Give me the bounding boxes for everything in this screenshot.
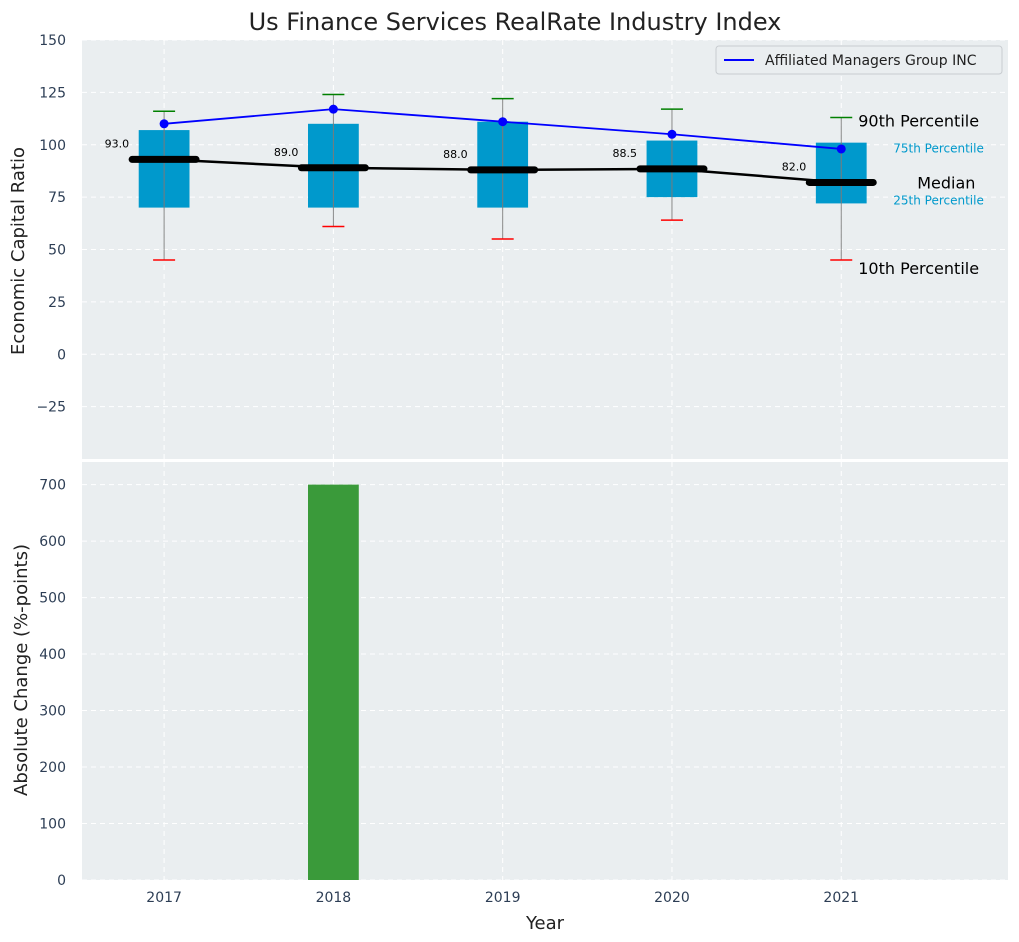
bottom-y-tick-label: 300	[39, 704, 66, 720]
bottom-y-tick-label: 500	[39, 591, 66, 607]
median-data-label: 93.0	[105, 137, 130, 150]
top-y-axis-label: Economic Capital Ratio	[8, 147, 29, 355]
series-point	[159, 119, 169, 129]
x-tick-label: 2020	[654, 890, 690, 906]
legend-label: Affiliated Managers Group INC	[765, 53, 977, 69]
x-tick-label: 2017	[146, 890, 182, 906]
chart-title: Us Finance Services RealRate Industry In…	[249, 8, 782, 36]
top-y-tick-label: 125	[39, 85, 66, 101]
annotation-p25: 25th Percentile	[893, 193, 984, 207]
bottom-y-tick-label: 0	[57, 873, 66, 889]
top-y-tick-label: 75	[48, 190, 66, 206]
plot-layer: −25 0 25 50 75 100 125 150 0 100 200 300 400 500 600 70…	[36, 33, 1008, 906]
annotation-p90: 90th Percentile	[858, 112, 979, 131]
legend: Affiliated Managers Group INC	[715, 45, 1003, 75]
top-y-tick-label: 150	[39, 33, 66, 49]
top-y-tick-label: −25	[36, 400, 66, 416]
x-tick-label: 2021	[823, 890, 859, 906]
bottom-y-tick-label: 600	[39, 534, 66, 550]
series-point	[498, 117, 508, 127]
series-point	[667, 129, 677, 139]
series-point	[328, 104, 338, 114]
series-point	[836, 144, 846, 154]
change-bar	[307, 484, 359, 880]
bottom-y-tick-label: 400	[39, 647, 66, 663]
top-y-tick-label: 50	[48, 243, 66, 259]
x-tick-label: 2019	[485, 890, 521, 906]
bottom-y-axis-label: Absolute Change (%-points)	[11, 544, 32, 796]
bottom-panel-background	[82, 462, 1008, 880]
median-data-label: 82.0	[782, 160, 807, 173]
top-y-tick-label: 0	[57, 347, 66, 363]
median-data-label: 88.5	[612, 147, 637, 160]
annotation-p75: 75th Percentile	[893, 142, 984, 156]
annotation-median: Median	[917, 173, 975, 192]
top-y-tick-label: 25	[48, 295, 66, 311]
legend-frame	[715, 45, 1003, 75]
annotation-p10: 10th Percentile	[858, 259, 979, 278]
bottom-y-tick-label: 200	[39, 760, 66, 776]
bottom-y-tick-label: 100	[39, 817, 66, 833]
x-axis-label: Year	[525, 913, 565, 934]
bottom-y-tick-label: 700	[39, 478, 66, 494]
x-tick-label: 2018	[316, 890, 352, 906]
median-data-label: 88.0	[443, 148, 468, 161]
top-y-tick-label: 100	[39, 138, 66, 154]
median-data-label: 89.0	[274, 146, 299, 159]
